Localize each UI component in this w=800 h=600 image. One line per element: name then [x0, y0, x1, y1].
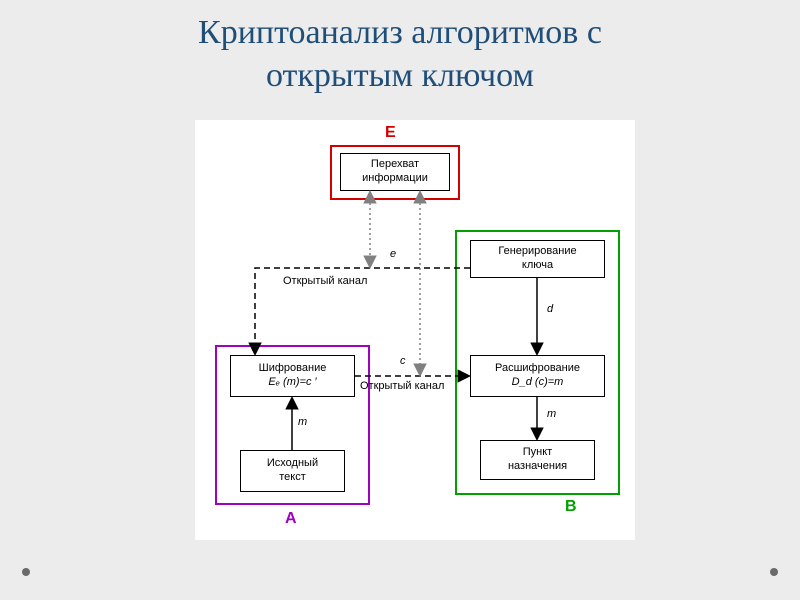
node-keygen-l1: Генерирование: [498, 245, 576, 259]
nav-dot-prev[interactable]: [22, 568, 30, 576]
edge-label-open2: Открытый канал: [360, 380, 444, 392]
node-plaintext-l2: текст: [279, 471, 306, 485]
node-encrypt: Шифрование Eₑ (m)=c ′: [230, 355, 355, 397]
node-plaintext: Исходный текст: [240, 450, 345, 492]
node-decrypt-l1: Расшифрование: [495, 362, 580, 376]
title-line1: Криптоанализ алгоритмов с: [198, 14, 602, 51]
edge-label-d: d: [547, 303, 553, 315]
title-line2: открытым ключом: [266, 57, 534, 94]
node-intercept-l1: Перехват: [371, 158, 419, 172]
node-destination-l2: назначения: [508, 460, 567, 474]
group-E-label: E: [385, 124, 396, 142]
edge-label-m1: m: [298, 416, 307, 428]
edge-label-m2: m: [547, 408, 556, 420]
node-plaintext-l1: Исходный: [267, 457, 318, 471]
group-A-label: A: [285, 510, 297, 528]
node-decrypt: Расшифрование D_d (c)=m: [470, 355, 605, 397]
page-title: Криптоанализ алгоритмов с открытым ключо…: [0, 0, 800, 97]
node-destination-l1: Пункт: [523, 446, 552, 460]
node-keygen-l2: ключа: [522, 259, 553, 273]
node-intercept: Перехват информации: [340, 153, 450, 191]
node-intercept-l2: информации: [362, 172, 428, 186]
node-encrypt-sub: Eₑ (m)=c ′: [268, 376, 316, 390]
edge-label-e: e: [390, 248, 396, 260]
node-encrypt-l1: Шифрование: [259, 362, 327, 376]
edge-label-c: c: [400, 355, 406, 367]
node-destination: Пункт назначения: [480, 440, 595, 480]
edge-label-open1: Открытый канал: [283, 275, 367, 287]
diagram-canvas: E A B Перехват информации Генерирование …: [195, 120, 635, 540]
group-B-label: B: [565, 498, 577, 516]
nav-dot-next[interactable]: [770, 568, 778, 576]
node-decrypt-sub: D_d (c)=m: [512, 376, 564, 390]
node-keygen: Генерирование ключа: [470, 240, 605, 278]
